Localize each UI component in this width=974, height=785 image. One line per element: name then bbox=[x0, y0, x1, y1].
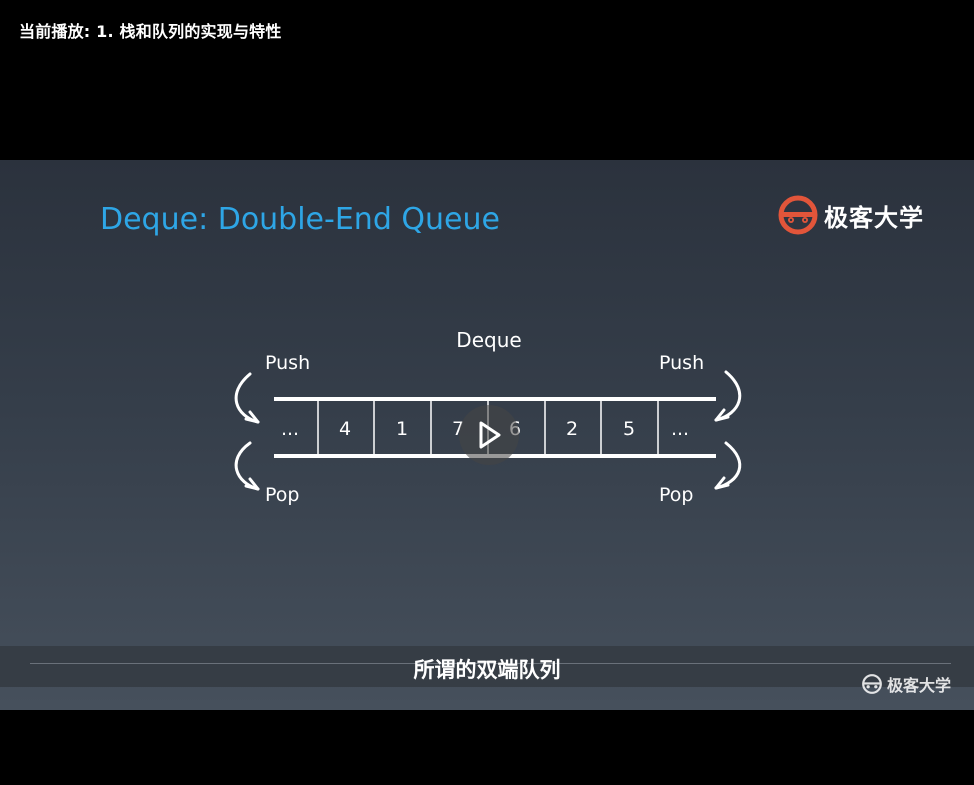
video-player[interactable]: Deque: Double-End Queue 极客大学 Deque ... 4… bbox=[0, 160, 974, 710]
deque-cell: 4 bbox=[339, 418, 351, 440]
right-push-arrow-icon bbox=[716, 372, 740, 420]
deque-cell: ... bbox=[281, 418, 299, 440]
left-pop-arrow-icon bbox=[236, 443, 258, 489]
right-push-label: Push bbox=[659, 352, 704, 374]
right-pop-label: Pop bbox=[659, 484, 693, 506]
left-pop-label: Pop bbox=[265, 484, 299, 506]
play-button[interactable] bbox=[459, 405, 519, 465]
deque-cell: ... bbox=[671, 418, 689, 440]
deque-caption: Deque bbox=[456, 328, 521, 352]
play-icon bbox=[475, 420, 503, 450]
deque-cell: 1 bbox=[396, 418, 408, 440]
now-playing-title: 当前播放: 1. 栈和队列的实现与特性 bbox=[19, 18, 282, 42]
deque-cell: 2 bbox=[566, 418, 578, 440]
subtitle-text: 所谓的双端队列 bbox=[0, 654, 974, 684]
deque-diagram: Deque ... 4 1 7 6 2 5 ... Push Push Pop … bbox=[0, 160, 974, 646]
subtitle-bar: 所谓的双端队列 bbox=[0, 646, 974, 687]
right-pop-arrow-icon bbox=[716, 443, 740, 488]
watermark-text: 极客大学 bbox=[887, 672, 951, 696]
top-bar: 当前播放: 1. 栈和队列的实现与特性 bbox=[0, 0, 974, 160]
left-push-arrow-icon bbox=[236, 374, 258, 422]
bottom-bar bbox=[0, 710, 974, 785]
watermark-logo-icon bbox=[861, 673, 883, 695]
deque-cell: 5 bbox=[623, 418, 635, 440]
left-push-label: Push bbox=[265, 352, 310, 374]
watermark: 极客大学 bbox=[861, 672, 951, 696]
